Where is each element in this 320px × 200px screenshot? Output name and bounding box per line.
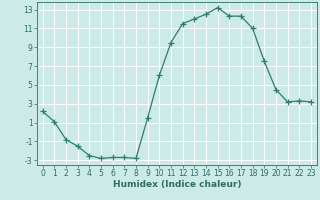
X-axis label: Humidex (Indice chaleur): Humidex (Indice chaleur): [113, 180, 241, 189]
